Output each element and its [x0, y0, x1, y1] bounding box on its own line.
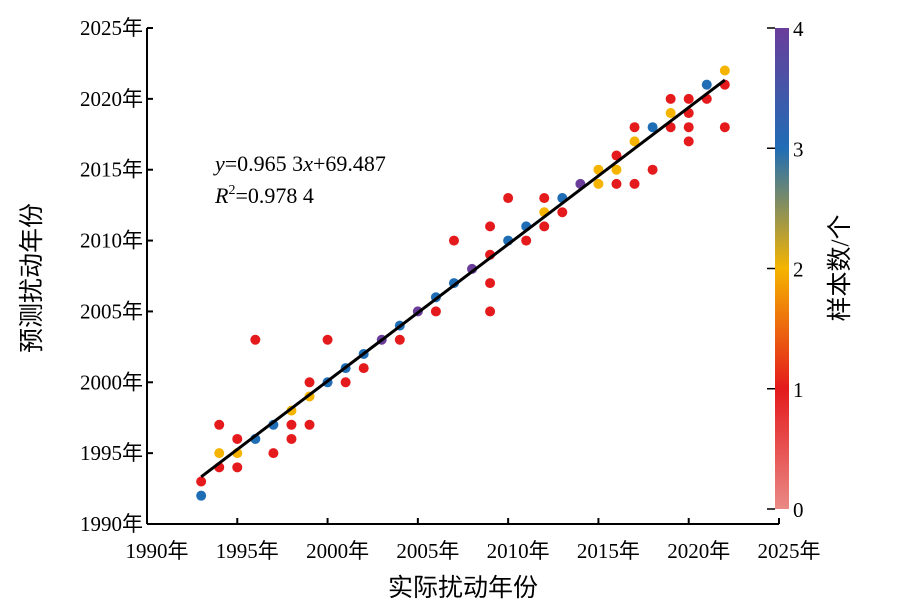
data-point	[196, 490, 207, 501]
colorbar-ticks: 0 1 2 3 4	[767, 17, 804, 522]
data-point	[250, 334, 261, 345]
x-tick-label: 2005年	[396, 539, 459, 563]
data-point	[268, 448, 279, 459]
y-tick-label: 2025年	[80, 16, 143, 40]
data-point	[611, 150, 622, 161]
data-point	[647, 122, 658, 133]
data-point	[539, 221, 550, 232]
x-axis-label: 实际扰动年份	[388, 574, 538, 602]
axes: 1990年 1995年 2000年 2005年 2010年 2015年 2020年 2025年…	[80, 16, 821, 563]
data-point	[196, 476, 207, 487]
colorbar	[775, 28, 789, 509]
colorbar-tick-label: 0	[793, 498, 804, 522]
y-tick-label: 1990年	[80, 512, 143, 536]
y-tick-label: 2015年	[80, 158, 143, 182]
x-tick-label: 2015年	[577, 539, 640, 563]
fit-equation: y=0.965 3x+69.487	[213, 151, 386, 176]
data-point	[485, 221, 496, 232]
r-squared: R2=0.978 4	[214, 183, 314, 208]
data-point	[665, 108, 676, 119]
y-tick-label: 2020年	[80, 87, 143, 111]
y-tick-label: 2005年	[80, 299, 143, 323]
data-point	[665, 93, 676, 104]
data-point	[719, 65, 730, 76]
data-point	[683, 122, 694, 133]
data-point	[485, 278, 496, 289]
data-point	[358, 363, 369, 374]
data-point	[647, 164, 658, 175]
data-point	[286, 419, 297, 430]
data-point	[485, 306, 496, 317]
data-point	[683, 93, 694, 104]
data-point	[214, 419, 225, 430]
data-point	[448, 235, 459, 246]
x-tick-label: 2020年	[667, 539, 730, 563]
data-point	[539, 193, 550, 204]
data-point	[322, 334, 333, 345]
data-point	[629, 136, 640, 147]
data-point	[629, 178, 640, 189]
data-point	[593, 178, 604, 189]
data-point	[304, 377, 315, 388]
x-tick-label: 1995年	[216, 539, 279, 563]
fit-line	[200, 78, 726, 479]
data-points	[196, 65, 730, 501]
data-point	[214, 448, 225, 459]
y-tick-label: 1995年	[80, 441, 143, 465]
data-point	[503, 193, 514, 204]
colorbar-tick-label: 3	[793, 137, 804, 161]
colorbar-tick-label: 4	[793, 17, 804, 41]
data-point	[611, 178, 622, 189]
data-point	[430, 306, 441, 317]
data-point	[340, 377, 351, 388]
data-point	[232, 433, 243, 444]
data-point	[719, 122, 730, 133]
data-point	[683, 136, 694, 147]
data-point	[611, 164, 622, 175]
data-point	[557, 207, 568, 218]
y-axis-label: 预测扰动年份	[18, 203, 46, 353]
data-point	[629, 122, 640, 133]
colorbar-label: 样本数/个	[826, 215, 854, 322]
data-point	[232, 462, 243, 473]
x-tick-label: 2010年	[487, 539, 550, 563]
x-tick-label: 2000年	[306, 539, 369, 563]
x-tick-label: 2025年	[758, 539, 821, 563]
data-point	[521, 235, 532, 246]
x-tick-label: 1990年	[126, 539, 189, 563]
y-tick-label: 2010年	[80, 229, 143, 253]
y-tick-label: 2000年	[80, 370, 143, 394]
data-point	[304, 419, 315, 430]
colorbar-tick-label: 1	[793, 378, 804, 402]
colorbar-tick-label: 2	[793, 258, 804, 282]
data-point	[394, 334, 405, 345]
data-point	[701, 79, 712, 90]
data-point	[286, 433, 297, 444]
